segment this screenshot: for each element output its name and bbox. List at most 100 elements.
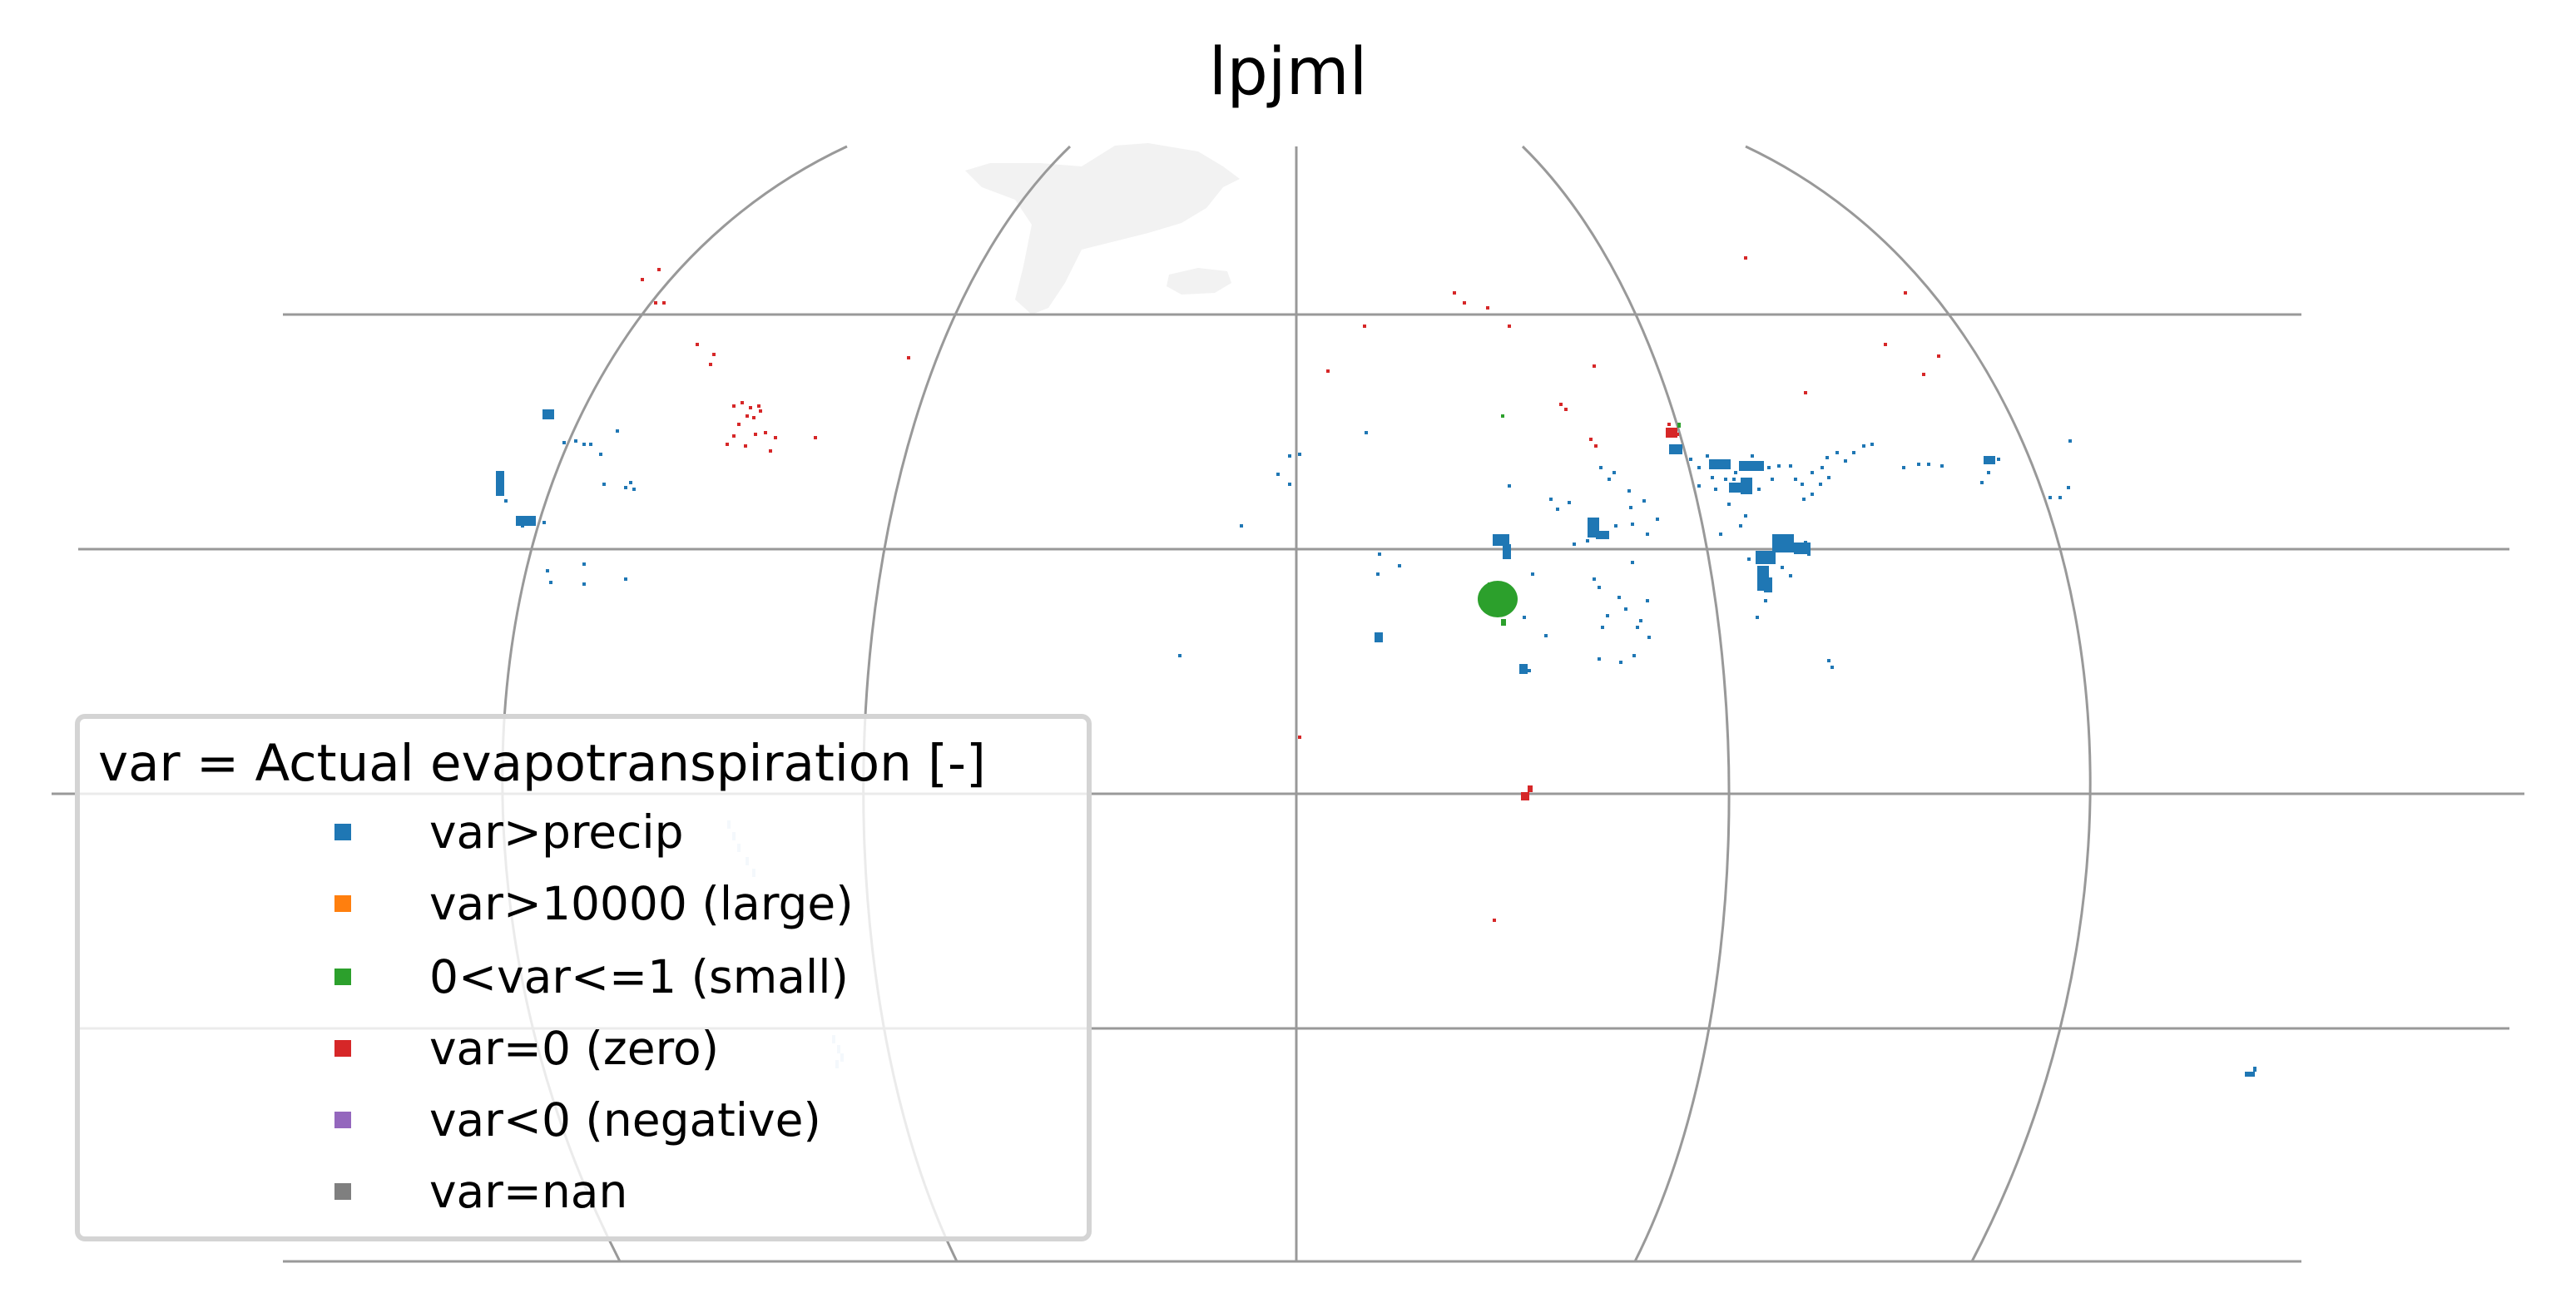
precip-cell: [1757, 488, 1761, 491]
precip-cell: [1631, 523, 1634, 526]
precip-patch: [1669, 444, 1682, 454]
precip-cell: [1549, 498, 1553, 501]
legend-item-nan: var=nan: [80, 1158, 1087, 1225]
zero-cell: [754, 433, 757, 436]
zero-cell: [759, 409, 762, 413]
precip-cell: [1980, 481, 1984, 484]
zero-cell: [1804, 391, 1807, 394]
precip-cell: [1811, 493, 1814, 496]
zero-cell: [1326, 369, 1330, 373]
precip-cell: [1724, 478, 1727, 481]
precip-cell: [1365, 431, 1368, 434]
precip-cell: [1789, 464, 1792, 468]
meridian: [1745, 145, 2092, 1262]
precip-cell: [1744, 514, 1747, 518]
precip-cell: [1714, 488, 1717, 491]
precip-cell: [624, 486, 627, 489]
precip-cell: [1732, 478, 1736, 481]
small-cell: [1501, 619, 1506, 626]
legend-item-small: 0<var<=1 (small): [80, 944, 1087, 1010]
legend-label-nan: var=nan: [429, 1165, 628, 1218]
zero-cell: [1486, 306, 1489, 310]
zero-cell: [1884, 343, 1887, 346]
precip-patch: [1756, 551, 1776, 564]
precip-cell: [1764, 599, 1767, 602]
small-cell: [1501, 414, 1504, 418]
precip-cell: [1240, 524, 1243, 528]
precip-cell: [1811, 471, 1814, 474]
zero-cell: [662, 301, 666, 305]
precip-cell: [1639, 619, 1642, 622]
precip-patch: [1375, 632, 1383, 642]
small-cell: [1677, 423, 1681, 428]
precip-cell: [1827, 476, 1830, 479]
zero-cell: [1564, 408, 1568, 411]
zero-cell: [726, 443, 729, 446]
zero-cell: [1363, 325, 1366, 328]
legend-swatch-large: [334, 895, 351, 912]
zero-cell: [654, 301, 657, 305]
precip-cell: [582, 582, 586, 586]
legend: var = Actual evapotranspiration [-] var>…: [75, 714, 1092, 1241]
precip-cell: [1927, 463, 1930, 466]
precip-cell: [1987, 471, 1990, 474]
precip-cell: [1794, 478, 1797, 481]
precip-cell: [582, 443, 586, 446]
precip-cell: [546, 569, 549, 572]
precip-cell: [1556, 508, 1559, 511]
precip-cell: [1608, 478, 1611, 481]
zero-cell: [744, 444, 747, 448]
legend-label-small: 0<var<=1 (small): [429, 950, 849, 1003]
precip-cell: [1378, 552, 1381, 556]
legend-title: var = Actual evapotranspiration [-]: [98, 734, 986, 793]
precip-cell: [1598, 657, 1601, 661]
precip-cell: [1747, 557, 1751, 561]
precip-cell: [1601, 626, 1604, 629]
precip-cell: [1627, 489, 1631, 493]
zero-cell: [696, 343, 699, 346]
precip-cell: [1619, 661, 1622, 664]
precip-cell: [1298, 453, 1301, 456]
zero-cell: [1922, 373, 1925, 376]
zero-cell: [1937, 354, 1940, 358]
zero-cell: [1593, 364, 1596, 368]
zero-cell: [907, 356, 910, 359]
precip-cell: [2067, 486, 2070, 489]
zero-cell: [1904, 291, 1907, 295]
precip-cell: [1288, 483, 1291, 486]
precip-cell: [1573, 543, 1576, 546]
precip-patch: [2245, 1072, 2255, 1077]
precip-cell: [1825, 456, 1829, 459]
zero-cell: [1667, 423, 1671, 426]
zero-cell: [1521, 792, 1529, 800]
precip-cell: [1646, 533, 1649, 536]
precip-cell: [602, 483, 606, 486]
zero-cell: [1744, 256, 1747, 260]
precip-patch: [1764, 577, 1772, 592]
precip-cell: [582, 562, 586, 566]
precip-cell: [1593, 577, 1596, 581]
precip-cell: [1756, 616, 1759, 619]
precip-patch: [1519, 664, 1528, 674]
precip-cell: [1852, 451, 1855, 454]
precip-cell: [1697, 466, 1701, 469]
map-title: lpjml: [1208, 35, 1368, 110]
meridian: [1521, 145, 1731, 1262]
precip-cell: [1598, 586, 1601, 589]
zero-cell: [764, 431, 767, 434]
zero-cell: [641, 278, 644, 281]
precip-cell: [1819, 483, 1822, 486]
precip-cell: [542, 521, 546, 524]
zero-cell: [737, 423, 741, 426]
precip-cell: [1599, 466, 1603, 469]
precip-cell: [2058, 496, 2062, 499]
precip-cell: [1614, 524, 1617, 528]
precip-cell: [1727, 503, 1731, 506]
precip-cell: [1642, 499, 1646, 503]
precip-patch: [1772, 534, 1794, 552]
zero-cell: [1594, 444, 1598, 448]
precip-cell: [624, 577, 627, 581]
precip-cell: [589, 443, 592, 446]
precip-cell: [1568, 501, 1571, 504]
precip-cell: [1178, 654, 1181, 657]
